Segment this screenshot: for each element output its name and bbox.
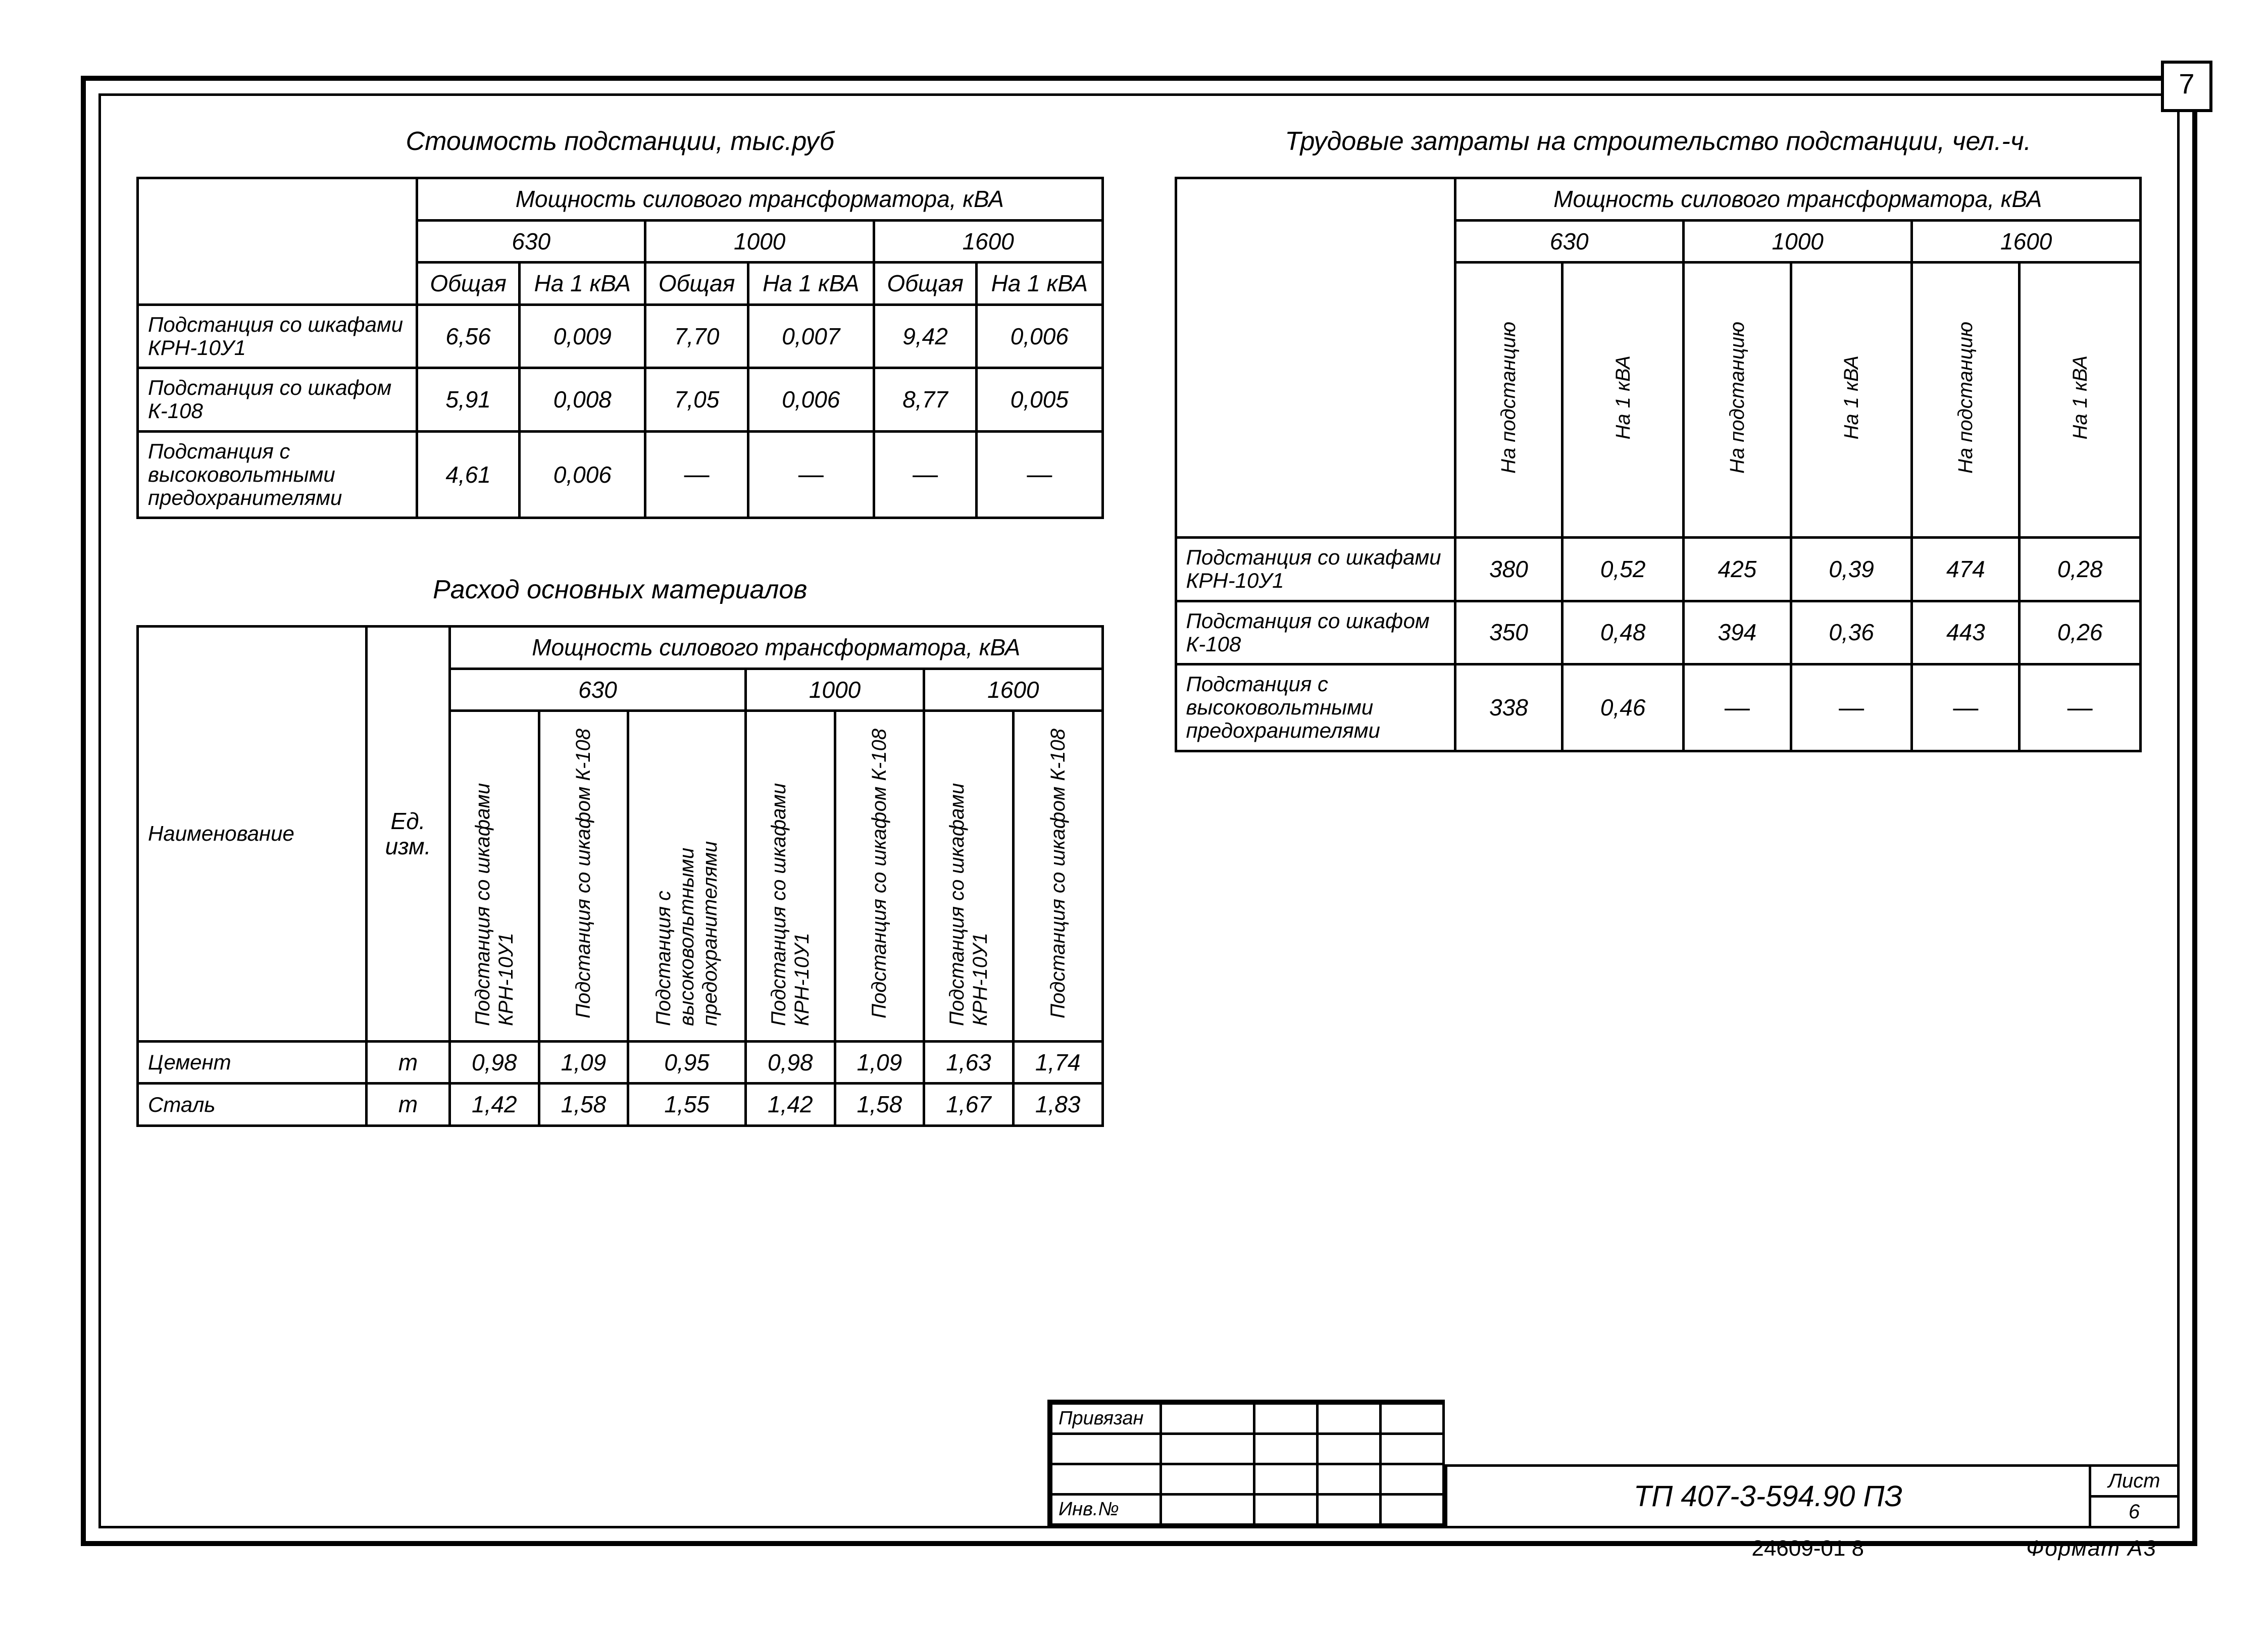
cost-sub-2: Общая <box>645 263 748 305</box>
materials-table: Наименование Ед. изм. Мощность силового … <box>136 625 1104 1127</box>
table-row: Сталь т 1,42 1,58 1,55 1,42 1,58 1,67 1,… <box>138 1084 1103 1126</box>
footer-code: 24609-01 8 <box>1751 1536 1864 1561</box>
labor-power-header: Мощность силового трансформатора, кВА <box>1455 178 2141 221</box>
labor-power-1: 1000 <box>1683 220 1911 263</box>
materials-power-1: 1000 <box>746 669 924 711</box>
materials-power-header: Мощность силового трансформатора, кВА <box>450 627 1103 669</box>
materials-power-2: 1600 <box>924 669 1102 711</box>
page-number: 7 <box>2161 61 2212 112</box>
table-row: Подстанция с высоковольтными предохранит… <box>138 431 1103 518</box>
table-row: Подстанция со шкафами КРН-10У1 6,56 0,00… <box>138 304 1103 368</box>
cost-power-0: 630 <box>417 220 645 263</box>
labor-power-0: 630 <box>1455 220 1683 263</box>
cost-table: Мощность силового трансформатора, кВА 63… <box>136 177 1104 519</box>
drawing-sheet: 7 Стоимость подстанции, тыс.руб Мощность… <box>0 0 2268 1642</box>
cost-power-header: Мощность силового трансформатора, кВА <box>417 178 1103 221</box>
right-column: Трудовые затраты на строительство подста… <box>1175 126 2142 752</box>
labor-table-title: Трудовые затраты на строительство подста… <box>1175 126 2142 157</box>
table-row: Подстанция со шкафом К-108 5,91 0,008 7,… <box>138 368 1103 431</box>
tb-inv: Инв.№ <box>1051 1495 1161 1525</box>
left-column: Стоимость подстанции, тыс.руб Мощность с… <box>136 126 1104 1127</box>
labor-table: Мощность силового трансформатора, кВА 63… <box>1175 177 2142 752</box>
sheet-word: Лист <box>2091 1467 2177 1498</box>
sheet-number-box: Лист 6 <box>2091 1467 2177 1526</box>
materials-power-0: 630 <box>450 669 746 711</box>
materials-table-title: Расход основных материалов <box>136 575 1104 605</box>
materials-unit-col: Ед. изм. <box>367 627 450 1042</box>
cost-sub-1: На 1 кВА <box>520 263 645 305</box>
cost-sub-4: Общая <box>874 263 976 305</box>
cost-sub-3: На 1 кВА <box>748 263 874 305</box>
cost-power-2: 1600 <box>874 220 1102 263</box>
document-code: ТП 407-3-594.90 ПЗ <box>1447 1467 2091 1526</box>
inner-frame: Стоимость подстанции, тыс.руб Мощность с… <box>98 93 2180 1528</box>
title-block-main: ТП 407-3-594.90 ПЗ Лист 6 <box>1445 1464 2177 1526</box>
table-row: Подстанция со шкафом К-108 350 0,48 394 … <box>1176 601 2141 664</box>
sheet-number: 6 <box>2091 1498 2177 1526</box>
cost-table-title: Стоимость подстанции, тыс.руб <box>136 126 1104 157</box>
title-block: Привязан Инв.№ ТП 407-3-594.90 ПЗ <box>1047 1400 2177 1526</box>
labor-power-2: 1600 <box>1912 220 2141 263</box>
cost-sub-5: На 1 кВА <box>977 263 1102 305</box>
table-row: Цемент т 0,98 1,09 0,95 0,98 1,09 1,63 1… <box>138 1041 1103 1084</box>
cost-sub-0: Общая <box>417 263 520 305</box>
tb-privyazan: Привязан <box>1051 1404 1161 1434</box>
table-row: Подстанция со шкафами КРН-10У1 380 0,52 … <box>1176 538 2141 601</box>
cost-power-1: 1000 <box>645 220 874 263</box>
table-row: Подстанция с высоковольтными предохранит… <box>1176 664 2141 751</box>
materials-name-col: Наименование <box>138 627 367 1042</box>
footer-format: Формат А3 <box>2026 1536 2157 1561</box>
title-block-revision-grid: Привязан Инв.№ <box>1047 1400 1445 1526</box>
outer-frame: Стоимость подстанции, тыс.руб Мощность с… <box>81 76 2197 1546</box>
